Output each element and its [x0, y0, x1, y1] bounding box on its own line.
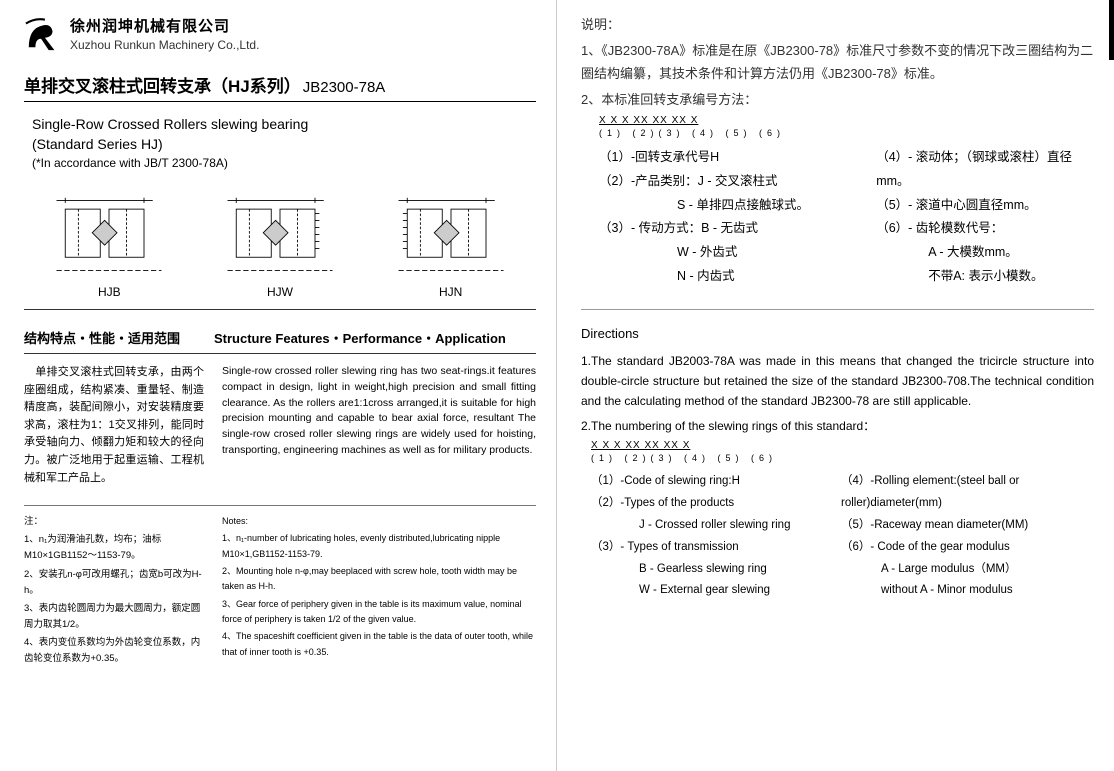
note-item: 3、Gear force of periphery given in the t… [222, 597, 536, 628]
code-line: 不带A: 表示小模数。 [876, 265, 1094, 289]
note-item: 4、The spaceshift coefficient given in th… [222, 629, 536, 660]
notes-block: 注： 1、n₁为润滑油孔数，均布；油标M10×1GB1152～1153-79。 … [24, 514, 536, 669]
code-grid-zh: （1）-回转支承代号H （2）-产品类别：J - 交叉滚柱式 S - 单排四点接… [599, 146, 1094, 289]
diagram-label: HJN [381, 285, 521, 299]
diagram-row: HJB HJW [24, 186, 536, 310]
explain-line: 2、本标准回转支承编号方法： [581, 88, 1094, 111]
code-line: without A - Minor modulus [841, 580, 1094, 602]
code-line: （5）- 滚道中心圆直径mm。 [876, 194, 1094, 218]
code-line: （5）-Raceway mean diameter(MM) [841, 515, 1094, 537]
section-head-en: Structure Features・Performance・Applicati… [214, 328, 506, 347]
section-head-zh: 结构特点・性能・适用范围 [24, 328, 214, 347]
company-name-en: Xuzhou Runkun Machinery Co.,Ltd. [70, 38, 259, 52]
cross-section-icon [210, 186, 350, 276]
code-col-right: （4）-Rolling element:(steel ball or rolle… [841, 471, 1094, 602]
diagram-label: HJB [39, 285, 179, 299]
notes-en: Notes: 1、n₁-number of lubricating holes,… [222, 514, 536, 669]
code-line: W - External gear slewing [591, 580, 841, 602]
note-item: 4、表内变位系数均为外齿轮变位系数，内齿轮变位系数为+0.35。 [24, 635, 204, 667]
number-format-top: X X X XX XX XX X [591, 440, 1094, 451]
code-line: N - 内齿式 [599, 265, 876, 289]
company-name-block: 徐州润坤机械有限公司 Xuzhou Runkun Machinery Co.,L… [70, 15, 259, 52]
diagram-hjb: HJB [39, 186, 179, 299]
code-line: S - 单排四点接触球式。 [599, 194, 876, 218]
diagram-label: HJW [210, 285, 350, 299]
directions-line: 2.The numbering of the slewing rings of … [581, 416, 1094, 436]
subtitle-paren: (Standard Series HJ) [32, 136, 536, 152]
note-item: 2、Mounting hole n-φ,may beeplaced with s… [222, 564, 536, 595]
title-bar: 单排交叉滚柱式回转支承 （HJ系列） JB2300-78A [24, 72, 536, 102]
company-logo-icon [24, 14, 62, 52]
edge-tab-icon [1109, 0, 1114, 60]
code-line: （2）-Types of the products [591, 493, 841, 515]
code-line: （1）-Code of slewing ring:H [591, 471, 841, 493]
code-line: W - 外齿式 [599, 241, 876, 265]
code-line: （4）-Rolling element:(steel ball or rolle… [841, 471, 1094, 515]
code-line: （6）- 齿轮模数代号： [876, 217, 1094, 241]
subtitle-en: Single-Row Crossed Rollers slewing beari… [32, 116, 536, 132]
code-line: A - Large modulus（MM） [841, 559, 1094, 581]
cross-section-icon [381, 186, 521, 276]
explain-body-zh: 1、《JB2300-78A》标准是在原《JB2300-78》标准尺寸参数不变的情… [581, 39, 1094, 111]
directions-body: 1.The standard JB2003-78A was made in th… [581, 351, 1094, 437]
code-line: （1）-回转支承代号H [599, 146, 876, 170]
diagram-hjw: HJW [210, 186, 350, 299]
directions-line: 1.The standard JB2003-78A was made in th… [581, 351, 1094, 412]
explain-line: 1、《JB2300-78A》标准是在原《JB2300-78》标准尺寸参数不变的情… [581, 39, 1094, 86]
divider [24, 505, 536, 506]
section-body-zh: 单排交叉滚柱式回转支承，由两个座圈组成，结构紧凑、重量轻、制造精度高，装配间隙小… [24, 364, 204, 487]
code-col-right: （4）- 滚动体；（钢球或滚柱）直径mm。 （5）- 滚道中心圆直径mm。 （6… [876, 146, 1094, 289]
notes-head: 注： [24, 514, 204, 530]
explain-head: 说明： [581, 14, 1094, 33]
divider [581, 309, 1094, 310]
accordance-note: (*In accordance with JB/T 2300-78A) [32, 156, 536, 170]
code-line: （3）- 传动方式：B - 无齿式 [599, 217, 876, 241]
code-line: （4）- 滚动体；（钢球或滚柱）直径mm。 [876, 146, 1094, 194]
code-col-left: （1）-回转支承代号H （2）-产品类别：J - 交叉滚柱式 S - 单排四点接… [599, 146, 876, 289]
title-zh: 单排交叉滚柱式回转支承 [24, 72, 211, 97]
cross-section-icon [39, 186, 179, 276]
title-code: JB2300-78A [303, 79, 386, 96]
code-line: （6）- Code of the gear modulus [841, 537, 1094, 559]
diagram-hjn: HJN [381, 186, 521, 299]
note-item: 2、安装孔n-φ可改用螺孔；齿宽b可改为H-h。 [24, 567, 204, 599]
number-format-bottom: (1) (2)(3) (4) (5) (6) [599, 128, 1094, 138]
code-grid-en: （1）-Code of slewing ring:H （2）-Types of … [591, 471, 1094, 602]
notes-head: Notes: [222, 514, 536, 529]
section-heading: 结构特点・性能・适用范围 Structure Features・Performa… [24, 328, 536, 354]
notes-zh: 注： 1、n₁为润滑油孔数，均布；油标M10×1GB1152～1153-79。 … [24, 514, 204, 669]
note-item: 1、n₁-number of lubricating holes, evenly… [222, 531, 536, 562]
company-name-zh: 徐州润坤机械有限公司 [70, 15, 259, 36]
code-line: J - Crossed roller slewing ring [591, 515, 841, 537]
logo-row: 徐州润坤机械有限公司 Xuzhou Runkun Machinery Co.,L… [24, 14, 536, 52]
code-line: B - Gearless slewing ring [591, 559, 841, 581]
code-line: （3）- Types of transmission [591, 537, 841, 559]
leaf-right: 说明： 1、《JB2300-78A》标准是在原《JB2300-78》标准尺寸参数… [557, 0, 1114, 771]
page: 徐州润坤机械有限公司 Xuzhou Runkun Machinery Co.,L… [0, 0, 1114, 771]
section-body-en: Single-row crossed roller slewing ring h… [222, 364, 536, 487]
note-item: 1、n₁为润滑油孔数，均布；油标M10×1GB1152～1153-79。 [24, 532, 204, 564]
code-line: （2）-产品类别：J - 交叉滚柱式 [599, 170, 876, 194]
note-item: 3、表内齿轮圆周力为最大圆周力，额定圆周力取其1/2。 [24, 601, 204, 633]
number-format-top: X X X XX XX XX X [599, 115, 1094, 126]
code-line: A - 大模数mm。 [876, 241, 1094, 265]
directions-head: Directions [581, 326, 1094, 341]
title-series: （HJ系列） [211, 72, 301, 97]
section-body: 单排交叉滚柱式回转支承，由两个座圈组成，结构紧凑、重量轻、制造精度高，装配间隙小… [24, 364, 536, 487]
code-col-left: （1）-Code of slewing ring:H （2）-Types of … [591, 471, 841, 602]
number-format-bottom: (1) (2)(3) (4) (5) (6) [591, 453, 1094, 463]
leaf-left: 徐州润坤机械有限公司 Xuzhou Runkun Machinery Co.,L… [0, 0, 557, 771]
